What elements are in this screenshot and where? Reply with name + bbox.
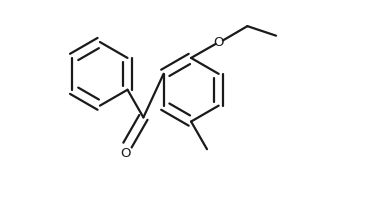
Text: O: O <box>214 36 224 49</box>
Text: O: O <box>121 147 131 160</box>
